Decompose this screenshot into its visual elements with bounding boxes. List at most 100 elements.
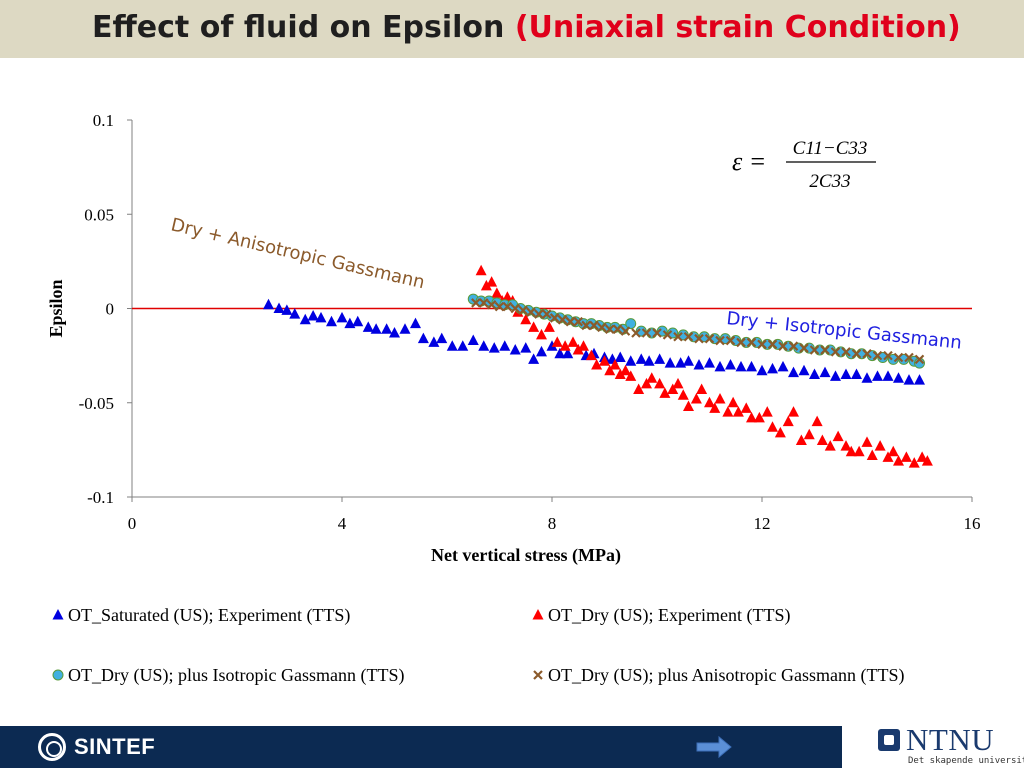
data-point xyxy=(520,342,532,353)
data-point xyxy=(856,348,868,360)
data-point xyxy=(803,428,815,440)
data-point xyxy=(814,344,826,356)
data-point xyxy=(528,321,540,332)
data-point xyxy=(677,389,689,400)
data-point xyxy=(410,317,421,329)
data-point xyxy=(788,341,799,351)
data-point xyxy=(362,321,374,332)
data-point xyxy=(573,316,584,327)
data-point xyxy=(562,347,574,359)
data-point xyxy=(654,353,666,364)
data-point xyxy=(851,368,862,379)
data-point xyxy=(714,392,726,404)
legend-item: OT_Dry (US); Experiment (TTS) xyxy=(532,605,790,626)
data-point xyxy=(693,359,705,370)
data-point xyxy=(654,377,666,389)
data-point xyxy=(614,351,626,363)
legend-label: OT_Dry (US); Experiment (TTS) xyxy=(548,605,790,626)
legend-label: OT_Dry (US); plus Anisotropic Gassmann (… xyxy=(548,665,904,686)
title-bar: Effect of fluid on Epsilon (Uniaxial str… xyxy=(0,0,1024,58)
data-point xyxy=(767,339,778,350)
data-point xyxy=(299,313,311,325)
series-1 xyxy=(475,264,933,468)
data-point xyxy=(795,434,807,445)
data-point xyxy=(893,352,904,363)
title-main: Effect of fluid on Epsilon xyxy=(92,10,515,45)
data-point xyxy=(732,406,744,417)
data-point xyxy=(756,364,768,376)
data-point xyxy=(677,329,689,341)
data-point xyxy=(753,411,765,423)
data-point xyxy=(635,325,647,337)
data-point xyxy=(326,315,337,327)
data-point xyxy=(662,330,673,340)
data-point xyxy=(683,400,694,412)
data-point xyxy=(307,310,319,321)
data-point xyxy=(820,345,830,355)
ntnu-logo-name: NTNU xyxy=(906,722,995,757)
data-point xyxy=(667,383,679,395)
legend-label: OT_Saturated (US); Experiment (TTS) xyxy=(68,605,350,626)
data-point xyxy=(898,353,910,365)
data-point xyxy=(735,360,747,372)
data-point xyxy=(591,359,603,370)
data-point xyxy=(620,326,631,336)
data-point xyxy=(893,455,904,466)
data-point xyxy=(567,336,579,347)
data-point xyxy=(436,332,448,344)
next-slide-arrow-icon[interactable] xyxy=(695,735,733,759)
data-point xyxy=(777,360,789,372)
data-point xyxy=(882,370,894,381)
data-point xyxy=(746,360,757,372)
data-point xyxy=(501,291,513,302)
data-point xyxy=(625,318,637,330)
data-point xyxy=(824,440,836,451)
data-point xyxy=(541,309,552,319)
data-point xyxy=(597,322,607,333)
x-tick-label: 0 xyxy=(128,514,137,533)
data-point xyxy=(816,434,828,445)
data-point xyxy=(694,333,704,344)
data-point xyxy=(698,331,710,343)
slide-title: Effect of fluid on Epsilon (Uniaxial str… xyxy=(92,10,961,45)
equation-numerator: C11−C33 xyxy=(793,138,868,159)
data-point xyxy=(631,328,641,338)
data-point xyxy=(543,321,555,332)
data-point xyxy=(921,455,933,466)
data-point xyxy=(491,287,503,298)
legend-marker xyxy=(533,670,543,680)
data-point xyxy=(746,337,757,348)
data-point xyxy=(696,383,708,395)
title-highlight: (Uniaxial strain Condition) xyxy=(514,10,961,45)
data-point xyxy=(428,336,440,347)
data-point xyxy=(510,303,521,314)
data-point xyxy=(633,383,645,395)
data-point xyxy=(861,372,873,383)
sintef-logo-icon xyxy=(38,733,66,761)
data-point xyxy=(612,324,623,335)
footer-bar: SINTEF xyxy=(0,726,842,768)
data-point xyxy=(528,353,540,364)
data-point xyxy=(641,377,652,389)
x-tick-label: 16 xyxy=(964,514,981,533)
data-point xyxy=(704,357,715,368)
data-point xyxy=(714,360,726,372)
data-point xyxy=(835,346,847,358)
y-tick-label: 0.1 xyxy=(93,111,114,130)
data-point xyxy=(727,396,739,408)
data-point xyxy=(549,313,560,323)
legend-label: OT_Dry (US); plus Isotropic Gassmann (TT… xyxy=(68,665,404,686)
data-point xyxy=(471,298,481,308)
data-point xyxy=(457,340,469,351)
series-0 xyxy=(263,298,925,385)
data-point xyxy=(581,320,591,331)
data-point xyxy=(488,342,500,353)
data-point xyxy=(536,345,547,357)
legend-item: OT_Dry (US); plus Isotropic Gassmann (TT… xyxy=(52,665,404,686)
data-point xyxy=(370,323,382,334)
data-point xyxy=(761,406,773,417)
data-point xyxy=(809,345,820,355)
data-point xyxy=(767,421,778,432)
data-point xyxy=(673,331,683,342)
data-point xyxy=(572,343,584,355)
